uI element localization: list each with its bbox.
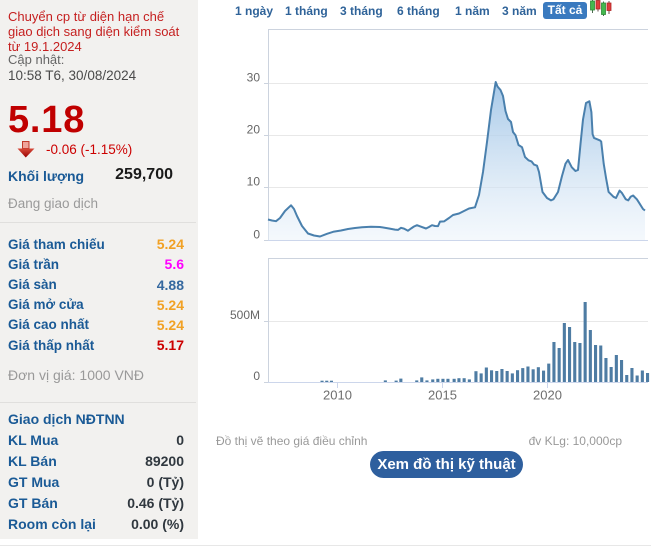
svg-text:2015: 2015 bbox=[428, 388, 457, 403]
svg-text:10: 10 bbox=[247, 175, 261, 189]
svg-text:20: 20 bbox=[247, 123, 261, 137]
svg-text:500M: 500M bbox=[230, 308, 260, 322]
svg-text:2010: 2010 bbox=[323, 388, 352, 403]
svg-text:30: 30 bbox=[247, 71, 261, 85]
svg-text:0: 0 bbox=[253, 369, 260, 383]
svg-text:0: 0 bbox=[253, 228, 260, 242]
svg-text:2020: 2020 bbox=[533, 388, 562, 403]
